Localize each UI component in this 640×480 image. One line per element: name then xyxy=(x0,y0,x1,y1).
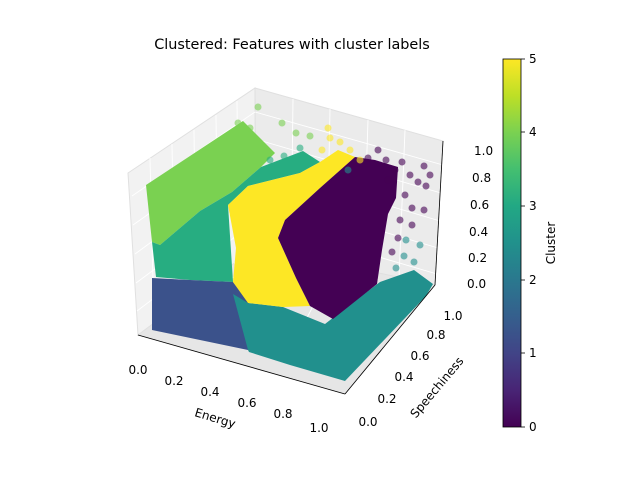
z-tick-label: 0.4 xyxy=(469,225,488,239)
data-point xyxy=(414,178,422,186)
data-point xyxy=(318,146,326,154)
data-point xyxy=(346,146,354,154)
data-point xyxy=(394,234,402,242)
data-point xyxy=(400,252,408,260)
cluster-0-blob xyxy=(278,157,398,319)
data-point xyxy=(336,138,344,146)
data-point xyxy=(420,206,428,214)
data-point xyxy=(364,154,372,162)
z-tick-label: 1.0 xyxy=(474,144,493,158)
x-tick-label: 0.4 xyxy=(200,385,219,399)
data-point xyxy=(406,171,414,179)
x-axis-label: Energy xyxy=(193,405,237,431)
x-tick-label: 0.0 xyxy=(128,363,147,377)
y-tick-label: 0.8 xyxy=(426,328,445,342)
data-point xyxy=(420,162,428,170)
data-point xyxy=(356,156,364,164)
z-axis: 0.0 0.2 0.4 0.6 0.8 1.0 xyxy=(467,144,493,291)
data-point xyxy=(401,191,409,199)
data-point xyxy=(292,129,300,137)
cluster-1-blob xyxy=(152,278,249,350)
z-tick-label: 0.2 xyxy=(468,251,487,265)
data-point xyxy=(326,134,334,142)
y-axis-label: Speechiness xyxy=(407,354,466,420)
colorbar-tick-label: 5 xyxy=(529,52,537,66)
y-tick-label: 0.2 xyxy=(377,392,396,406)
z-tick-label: 0.0 xyxy=(467,277,486,291)
y-tick-label: 0.4 xyxy=(394,370,413,384)
data-point xyxy=(402,236,410,244)
chart-title: Clustered: Features with cluster labels xyxy=(154,37,430,53)
data-point xyxy=(396,216,404,224)
data-point xyxy=(408,221,416,229)
y-tick-label: 0.0 xyxy=(358,415,377,429)
colorbar-tick-label: 1 xyxy=(529,346,537,360)
x-tick-label: 0.6 xyxy=(237,396,256,410)
data-point xyxy=(306,132,314,140)
y-tick-label: 1.0 xyxy=(443,309,462,323)
axis-lines xyxy=(137,140,444,395)
data-point xyxy=(324,124,332,132)
cluster-3-blob xyxy=(152,151,320,282)
data-point xyxy=(408,204,416,212)
z-tick-label: 0.8 xyxy=(472,171,491,185)
data-point xyxy=(374,146,382,154)
data-point xyxy=(392,264,400,272)
y-tick-label: 0.6 xyxy=(410,349,429,363)
data-point xyxy=(278,119,286,127)
data-point xyxy=(384,176,392,184)
colorbar-tick-label: 0 xyxy=(529,420,537,434)
data-point xyxy=(398,158,406,166)
data-point xyxy=(280,152,288,160)
z-tick-label: 0.6 xyxy=(470,198,489,212)
colorbar-tick-label: 3 xyxy=(529,199,537,213)
cluster-4-blob xyxy=(146,121,275,245)
data-point xyxy=(296,144,304,152)
scatter-outliers xyxy=(234,103,434,272)
data-point xyxy=(254,103,262,111)
cluster-5-blob xyxy=(228,150,355,307)
data-point xyxy=(266,156,274,164)
colorbar-tick-label: 2 xyxy=(529,273,537,287)
colorbar-label: Cluster xyxy=(544,222,558,265)
data-point xyxy=(246,124,254,132)
colorbar-tick-label: 4 xyxy=(529,125,537,139)
scatter-clusters xyxy=(146,121,433,381)
data-point xyxy=(426,171,434,179)
colorbar-gradient xyxy=(502,58,522,428)
x-tick-label: 0.8 xyxy=(273,407,292,421)
data-point xyxy=(388,248,396,256)
cluster-2-blob xyxy=(233,270,433,381)
data-point xyxy=(382,156,390,164)
x-tick-label: 0.2 xyxy=(164,374,183,388)
data-point xyxy=(410,258,418,266)
x-tick-label: 1.0 xyxy=(309,421,328,435)
data-point xyxy=(422,182,430,190)
colorbar: 0 1 2 3 4 5 Cluster xyxy=(502,52,558,434)
data-point xyxy=(416,241,424,249)
data-point xyxy=(234,119,242,127)
data-point xyxy=(344,166,352,174)
data-point xyxy=(391,166,399,174)
